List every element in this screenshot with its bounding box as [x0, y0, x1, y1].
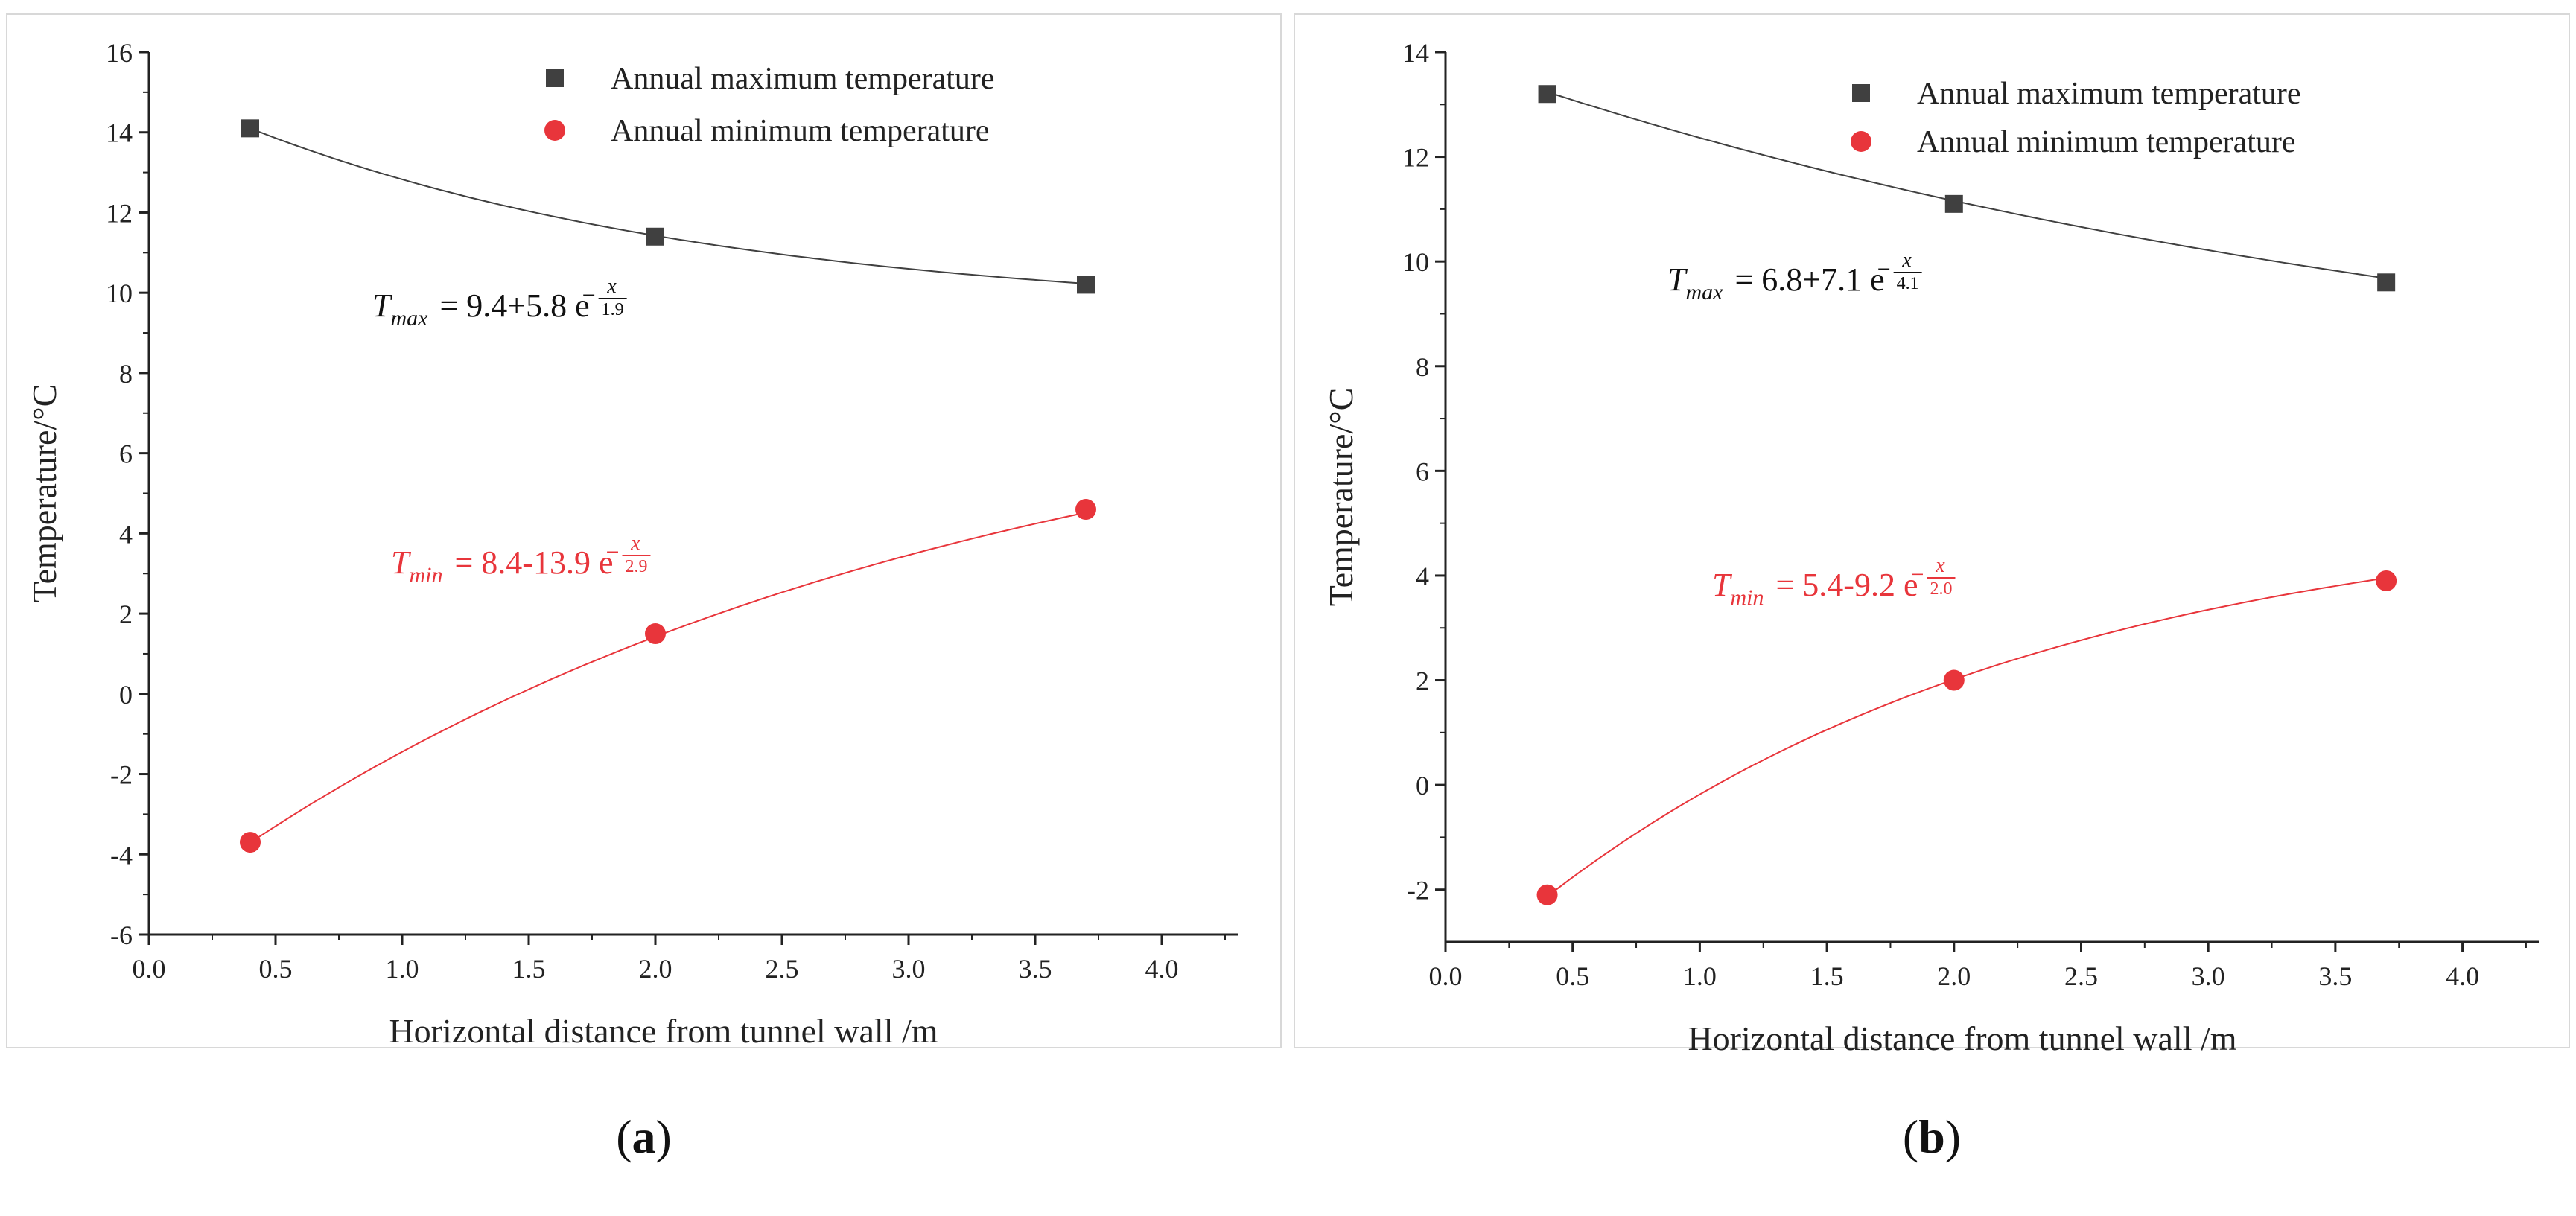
- data-point-min: [240, 832, 261, 853]
- x-tick-label: 3.0: [892, 954, 926, 984]
- x-tick-label: 3.5: [2318, 961, 2352, 991]
- legend-marker-max: [1852, 84, 1870, 102]
- y-tick-label: 8: [1416, 352, 1429, 382]
- legend-label: Annual maximum temperature: [1917, 77, 2301, 111]
- exponent-numerator: x: [630, 532, 640, 555]
- chart-a: 0.0 0.5 1.0 1.5 2.0 2.5 3.0 3.5 4.0 -6 -4 -2 0 2 4 6 8 10…: [25, 38, 1238, 1050]
- x-tick-label: 0.0: [1429, 961, 1463, 991]
- x-tick-label: 2.5: [766, 954, 799, 984]
- panel-caption: (a): [616, 1110, 672, 1163]
- x-tick-label: 0.0: [133, 954, 166, 984]
- y-tick-label: 4: [119, 519, 133, 549]
- x-axis-title: Horizontal distance from tunnel wall /m: [1688, 1019, 2236, 1057]
- x-tick-label: 2.0: [1937, 961, 1971, 991]
- y-tick-label: 10: [106, 278, 133, 308]
- x-tick-label: 4.0: [2446, 961, 2479, 991]
- x-tick-label: 1.0: [386, 954, 419, 984]
- data-point-max: [1077, 276, 1095, 294]
- panel-label: a: [632, 1110, 656, 1163]
- fit-curve-max: [249, 127, 1087, 284]
- y-tick-label: -6: [110, 920, 133, 950]
- data-point-min: [1943, 669, 1965, 691]
- panel-label: b: [1918, 1110, 1945, 1163]
- x-tick-label: 2.5: [2064, 961, 2098, 991]
- y-axis-title: Temperature/°C: [1322, 388, 1360, 607]
- equation-main: Tmin = 5.4-9.2 e: [1712, 567, 1918, 610]
- x-axis-title: Horizontal distance from tunnel wall /m: [389, 1012, 938, 1050]
- y-axis-title: Temperature/°C: [25, 384, 63, 603]
- fit-equation: Tmax = 9.4+5.8 e− x 1.9: [372, 275, 627, 331]
- legend-label: Annual minimum temperature: [611, 114, 990, 148]
- chart-b: 0.0 0.5 1.0 1.5 2.0 2.5 3.0 3.5 4.0 -2 0 2 4 6 8 10 12 14…: [1322, 38, 2539, 1057]
- y-tick-label: 16: [106, 38, 133, 68]
- exponent-denominator: 1.9: [602, 300, 624, 319]
- data-point-min: [1075, 499, 1096, 521]
- equation-main: Tmin = 8.4-13.9 e: [391, 544, 613, 588]
- y-tick-label: 10: [1402, 247, 1429, 277]
- x-tick-label: 0.5: [259, 954, 293, 984]
- panel-caption: (b): [1902, 1110, 1962, 1163]
- data-point-min: [2376, 570, 2397, 591]
- fit-curve-min: [1546, 577, 2387, 897]
- legend-marker-min: [1851, 131, 1871, 152]
- exponent-numerator: x: [606, 275, 617, 298]
- fit-equation: Tmax = 6.8+7.1 e− x 4.1: [1667, 249, 1922, 305]
- panel-frame: [1294, 13, 2570, 1048]
- y-tick-label: 2: [1416, 666, 1429, 696]
- x-tick-label: 3.5: [1019, 954, 1052, 984]
- exponent-minus: −: [582, 281, 596, 308]
- data-point-min: [645, 623, 666, 645]
- y-tick-label: -4: [110, 840, 133, 870]
- fit-curve-max: [1547, 91, 2387, 279]
- y-tick-label: 4: [1416, 561, 1429, 591]
- y-tick-label: 0: [119, 680, 133, 710]
- y-tick-label: -2: [1407, 876, 1429, 905]
- exponent-minus: −: [1910, 561, 1924, 588]
- x-tick-label: 1.0: [1683, 961, 1717, 991]
- exponent-numerator: x: [1935, 554, 1945, 577]
- x-tick-label: 1.5: [512, 954, 546, 984]
- y-tick-label: 12: [106, 198, 133, 228]
- x-tick-label: 3.0: [2192, 961, 2225, 991]
- chart-panel-b: 0.0 0.5 1.0 1.5 2.0 2.5 3.0 3.5 4.0 -2 0 2 4 6 8 10 12 14…: [1288, 0, 2576, 1216]
- exponent-minus: −: [605, 538, 619, 565]
- y-tick-label: 0: [1416, 771, 1429, 800]
- x-tick-label: 1.5: [1810, 961, 1844, 991]
- exponent-denominator: 2.0: [1930, 579, 1952, 599]
- data-point-max: [1538, 85, 1556, 104]
- equation-main: Tmax = 6.8+7.1 e: [1667, 261, 1885, 305]
- panel-frame: [6, 13, 1282, 1048]
- data-point-max: [1944, 194, 1963, 213]
- y-tick-label: 2: [119, 599, 133, 629]
- chart-panel-a: 0.0 0.5 1.0 1.5 2.0 2.5 3.0 3.5 4.0 -6 -4 -2 0 2 4 6 8 10…: [6, 13, 1282, 1163]
- y-tick-label: 14: [1402, 38, 1429, 68]
- data-point-max: [241, 119, 259, 138]
- data-point-min: [1536, 884, 1558, 905]
- y-tick-label: 6: [1416, 456, 1429, 486]
- legend-marker-min: [544, 120, 565, 141]
- exponent-denominator: 4.1: [1897, 274, 1919, 293]
- y-tick-label: 12: [1402, 143, 1429, 173]
- y-tick-label: 14: [106, 118, 133, 148]
- fit-equation: Tmin = 8.4-13.9 e− x 2.9: [391, 532, 651, 588]
- data-point-max: [646, 227, 664, 246]
- exponent-minus: −: [1877, 255, 1891, 282]
- equation-main: Tmax = 9.4+5.8 e: [372, 287, 590, 331]
- data-point-max: [2377, 273, 2396, 292]
- x-tick-label: 2.0: [639, 954, 672, 984]
- fit-curve-min: [249, 512, 1087, 844]
- exponent-denominator: 2.9: [625, 557, 647, 576]
- y-tick-label: 8: [119, 359, 133, 389]
- exponent-numerator: x: [1901, 249, 1912, 272]
- fit-equation: Tmin = 5.4-9.2 e− x2.0: [1712, 554, 1956, 610]
- y-tick-label: 6: [119, 439, 133, 469]
- x-tick-label: 4.0: [1145, 954, 1179, 984]
- y-tick-label: -2: [110, 760, 133, 790]
- legend-marker-max: [546, 69, 564, 87]
- legend-label: Annual maximum temperature: [611, 62, 995, 96]
- legend-label: Annual minimum temperature: [1917, 125, 2296, 159]
- x-tick-label: 0.5: [1556, 961, 1589, 991]
